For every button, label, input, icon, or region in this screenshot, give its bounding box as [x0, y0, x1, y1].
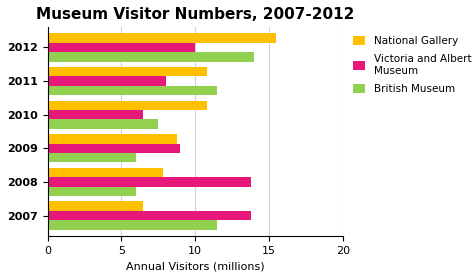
Bar: [48, 86, 217, 95]
Bar: [48, 67, 207, 76]
Legend: National Gallery, Victoria and Albert
Museum, British Museum: National Gallery, Victoria and Albert Mu…: [348, 31, 476, 98]
X-axis label: Annual Visitors (millions): Annual Visitors (millions): [126, 261, 265, 271]
Bar: [48, 101, 207, 110]
Bar: [48, 153, 136, 162]
Bar: [48, 211, 251, 220]
Bar: [48, 43, 195, 52]
Title: Museum Visitor Numbers, 2007-2012: Museum Visitor Numbers, 2007-2012: [36, 7, 354, 22]
Bar: [48, 76, 166, 86]
Bar: [48, 144, 180, 153]
Bar: [48, 120, 158, 129]
Bar: [48, 33, 276, 43]
Bar: [48, 52, 254, 62]
Bar: [48, 168, 163, 177]
Bar: [48, 110, 143, 120]
Bar: [48, 177, 251, 187]
Bar: [48, 220, 217, 230]
Bar: [48, 134, 178, 144]
Bar: [48, 202, 143, 211]
Bar: [48, 187, 136, 196]
